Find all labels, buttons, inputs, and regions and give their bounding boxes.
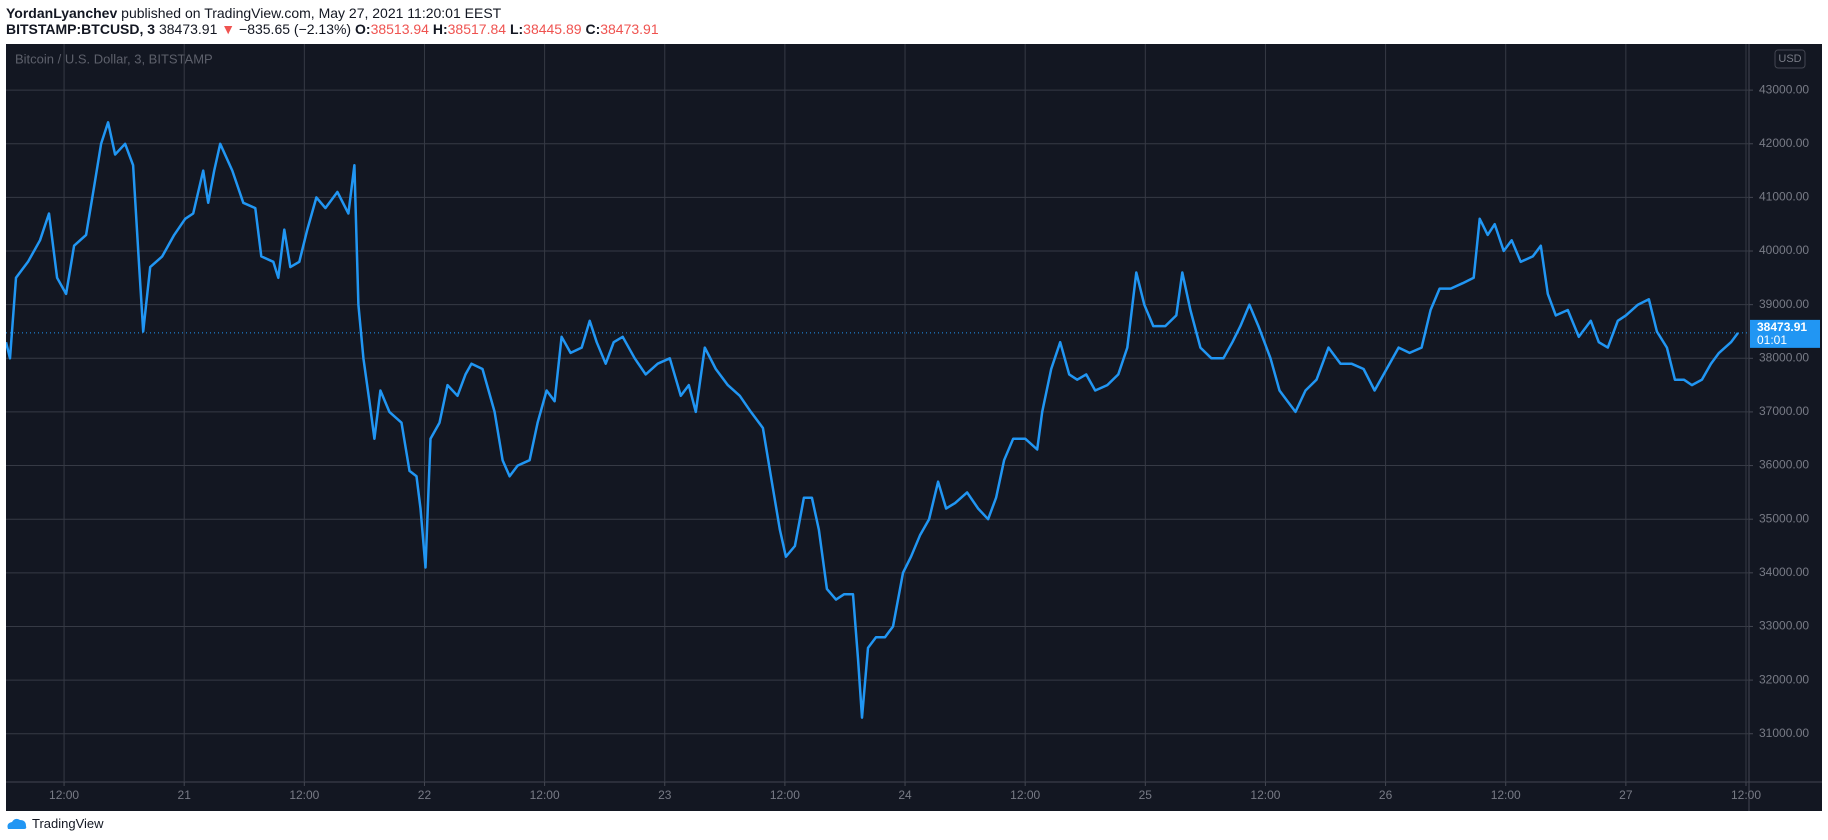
- change: −835.65 (−2.13%): [239, 21, 352, 37]
- y-tick-label: 31000.00: [1759, 726, 1809, 740]
- y-tick-label: 39000.00: [1759, 297, 1809, 311]
- author: YordanLyanchev: [6, 5, 118, 21]
- y-tick-label: 32000.00: [1759, 672, 1809, 686]
- x-tick-label: 21: [178, 788, 192, 802]
- currency: USD: [1778, 53, 1801, 65]
- price-tag: [1750, 319, 1820, 348]
- y-tick-label: 42000.00: [1759, 136, 1809, 150]
- x-tick-label: 12:00: [770, 788, 800, 802]
- y-tick-label: 43000.00: [1759, 82, 1809, 96]
- x-tick-label: 23: [658, 788, 672, 802]
- y-tick-label: 38000.00: [1759, 350, 1809, 364]
- close: 38473.91: [600, 21, 659, 37]
- x-tick-label: 12:00: [289, 788, 319, 802]
- y-tick-label: 35000.00: [1759, 511, 1809, 525]
- h-label: H:: [432, 21, 448, 37]
- price-tag-value: 38473.91: [1757, 320, 1807, 334]
- x-tick-label: 12:00: [49, 788, 79, 802]
- x-tick-label: 12:00: [530, 788, 560, 802]
- ohlc-line: BITSTAMP:BTCUSD, 3 38473.91 ▼ −835.65 (−…: [6, 21, 659, 37]
- background: [6, 44, 1822, 811]
- logo: [7, 818, 27, 829]
- y-tick-label: 37000.00: [1759, 404, 1809, 418]
- price-line: [6, 121, 1739, 719]
- legend: Bitcoin / U.S. Dollar, 3, BITSTAMP: [15, 51, 213, 66]
- x-tick-label: 27: [1619, 788, 1633, 802]
- c-label: C:: [585, 21, 601, 37]
- y-tick-label: 36000.00: [1759, 458, 1809, 472]
- low: 38445.89: [523, 21, 582, 37]
- brand: TradingView: [32, 816, 104, 831]
- y-tick-label: 40000.00: [1759, 243, 1809, 257]
- open: 38513.94: [370, 21, 429, 37]
- symbol: BITSTAMP:BTCUSD, 3: [6, 21, 156, 37]
- published: published on TradingView.com, May 27, 20…: [121, 5, 502, 21]
- y-tick-label: 33000.00: [1759, 619, 1809, 633]
- x-tick-label: 25: [1139, 788, 1153, 802]
- high: 38517.84: [447, 21, 507, 37]
- price-tag-countdown: 01:01: [1757, 333, 1787, 347]
- y-tick-label: 41000.00: [1759, 190, 1809, 204]
- x-tick-label: 12:00: [1491, 788, 1521, 802]
- arrow: ▼: [221, 21, 236, 37]
- x-tick-label: 26: [1379, 788, 1393, 802]
- x-tick-label: 24: [898, 788, 912, 802]
- l-label: L:: [509, 21, 524, 37]
- last: 38473.91: [158, 21, 218, 37]
- x-tick-label: 12:00: [1731, 788, 1761, 802]
- currency-box: [1774, 49, 1806, 69]
- x-tick-label: 22: [418, 788, 432, 802]
- chart: Bitcoin / U.S. Dollar, 3, BITSTAMP USD 3…: [6, 44, 1822, 811]
- o-label: O:: [355, 21, 371, 37]
- x-tick-label: 12:00: [1010, 788, 1040, 802]
- publish-line: YordanLyanchev published on TradingView.…: [6, 5, 501, 21]
- x-tick-label: 12:00: [1250, 788, 1280, 802]
- y-tick-label: 34000.00: [1759, 565, 1809, 579]
- footer: TradingView: [6, 816, 104, 831]
